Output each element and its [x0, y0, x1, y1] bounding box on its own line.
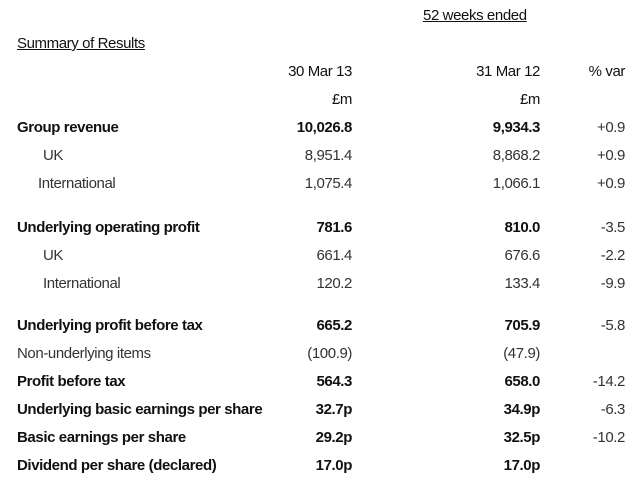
column-header-row: 30 Mar 13 31 Mar 12 % var: [0, 63, 640, 81]
column-header-var: % var: [588, 63, 626, 80]
table-row: Underlying basic earnings per share 32.7…: [0, 401, 640, 419]
value-current: 661.4: [316, 247, 352, 264]
value-prior: 1,066.1: [492, 175, 541, 192]
row-label: UK: [43, 247, 64, 264]
value-prior: 658.0: [504, 373, 540, 390]
value-prior: 8,868.2: [492, 147, 541, 164]
value-prior: 705.9: [504, 317, 540, 334]
column-header-current: 30 Mar 13: [288, 63, 352, 80]
value-current: (100.9): [307, 345, 352, 362]
row-label: Underlying operating profit: [17, 219, 200, 236]
document-title: Summary of Results: [17, 35, 145, 52]
table-row: Non-underlying items (100.9) (47.9): [0, 345, 640, 363]
value-prior: 133.4: [504, 275, 540, 292]
table-row: UK 8,951.4 8,868.2 +0.9: [0, 147, 640, 165]
table-row: Group revenue 10,026.8 9,934.3 +0.9: [0, 119, 640, 137]
value-var: -10.2: [592, 429, 626, 446]
row-label: Group revenue: [17, 119, 119, 136]
row-label: UK: [43, 147, 64, 164]
table-row: Underlying profit before tax 665.2 705.9…: [0, 317, 640, 335]
row-label: International: [43, 275, 121, 292]
value-current: 120.2: [316, 275, 352, 292]
row-label: Basic earnings per share: [17, 429, 186, 446]
table-row: Dividend per share (declared) 17.0p 17.0…: [0, 457, 640, 475]
value-current: 781.6: [316, 219, 352, 236]
value-current: 17.0p: [315, 457, 353, 474]
value-current: 29.2p: [315, 429, 353, 446]
value-var: +0.9: [596, 119, 625, 136]
period-heading: 52 weeks ended: [423, 7, 527, 24]
value-current: 1,075.4: [304, 175, 353, 192]
table-row: International 1,075.4 1,066.1 +0.9: [0, 175, 640, 193]
value-var: -14.2: [592, 373, 626, 390]
value-current: 564.3: [316, 373, 352, 390]
value-prior: 9,934.3: [492, 119, 541, 136]
table-row: Underlying operating profit 781.6 810.0 …: [0, 219, 640, 237]
value-var: -9.9: [600, 275, 626, 292]
table-row: Profit before tax 564.3 658.0 -14.2: [0, 373, 640, 391]
unit-current: £m: [331, 91, 352, 108]
table-row: UK 661.4 676.6 -2.2: [0, 247, 640, 265]
row-label: Non-underlying items: [17, 345, 151, 362]
value-current: 32.7p: [315, 401, 353, 418]
value-prior: 34.9p: [503, 401, 541, 418]
value-var: +0.9: [596, 175, 625, 192]
row-label: Underlying profit before tax: [17, 317, 203, 334]
value-prior: 32.5p: [503, 429, 541, 446]
column-header-prior: 31 Mar 12: [476, 63, 540, 80]
unit-prior: £m: [519, 91, 540, 108]
row-label: Underlying basic earnings per share: [17, 401, 263, 418]
table-row: Basic earnings per share 29.2p 32.5p -10…: [0, 429, 640, 447]
value-var: -6.3: [600, 401, 626, 418]
value-current: 8,951.4: [304, 147, 353, 164]
value-var: +0.9: [596, 147, 625, 164]
table-row: International 120.2 133.4 -9.9: [0, 275, 640, 293]
value-prior: 676.6: [504, 247, 540, 264]
value-var: -5.8: [600, 317, 626, 334]
value-var: -3.5: [600, 219, 626, 236]
units-row: £m £m: [0, 91, 640, 109]
value-current: 665.2: [316, 317, 352, 334]
value-prior: 17.0p: [503, 457, 541, 474]
row-label: Dividend per share (declared): [17, 457, 217, 474]
value-prior: 810.0: [504, 219, 540, 236]
value-current: 10,026.8: [296, 119, 353, 136]
row-label: Profit before tax: [17, 373, 126, 390]
row-label: International: [38, 175, 116, 192]
value-var: -2.2: [600, 247, 626, 264]
value-prior: (47.9): [503, 345, 540, 362]
